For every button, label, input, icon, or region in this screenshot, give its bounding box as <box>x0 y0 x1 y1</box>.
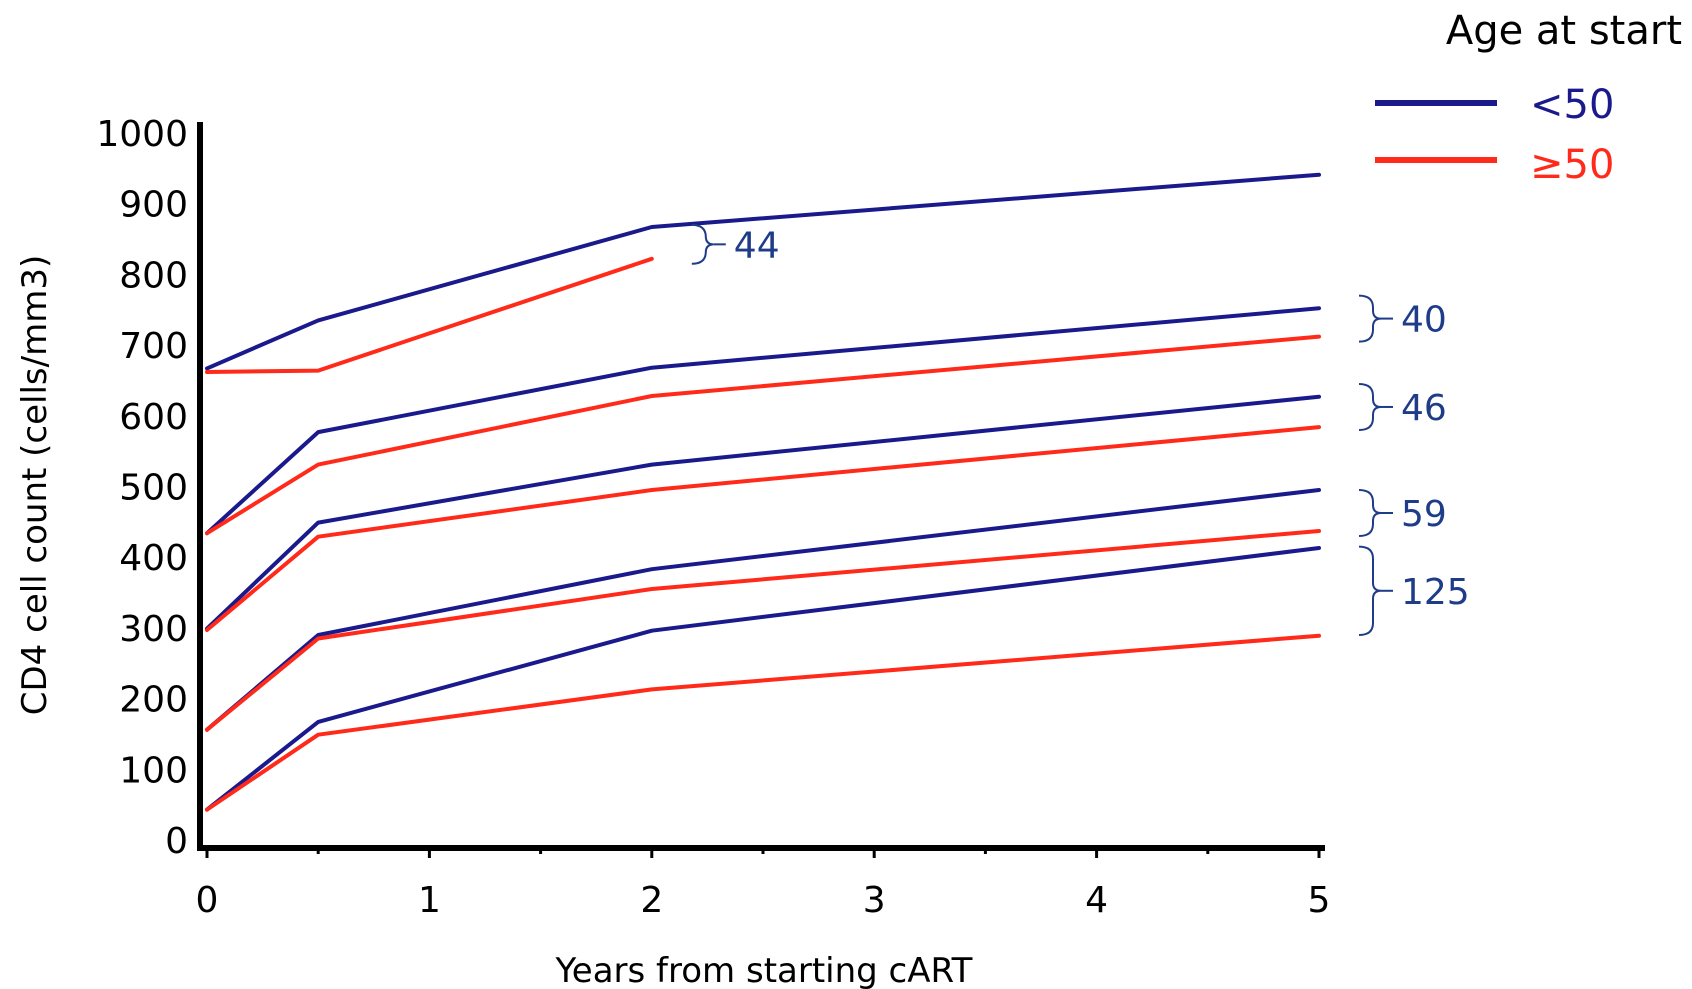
x-tick-label: 4 <box>1085 880 1108 921</box>
legend: Age at start <50 ≥50 <box>1375 8 1682 188</box>
series-layer <box>205 172 1321 812</box>
bracket-icon <box>691 223 714 265</box>
series-line-50-plus <box>205 334 1321 536</box>
difference-label: 46 <box>1401 388 1447 429</box>
bracket-icon <box>1358 545 1382 636</box>
y-tick-label: 100 <box>119 750 188 791</box>
y-tick-label: 200 <box>119 680 188 721</box>
y-tick-label: 600 <box>119 397 188 438</box>
bracket-icon <box>1358 294 1382 343</box>
legend-label-50-plus: ≥50 <box>1530 142 1614 188</box>
y-tick-label: 400 <box>119 538 188 579</box>
difference-label: 44 <box>734 225 780 266</box>
y-tick-label: 800 <box>119 255 188 296</box>
y-tick-label: 300 <box>119 609 188 650</box>
difference-label: 40 <box>1401 300 1447 341</box>
bracket-icon <box>1358 489 1382 537</box>
x-tick-label: 3 <box>863 880 886 921</box>
x-tick-label: 5 <box>1308 880 1331 921</box>
series-line-under-50 <box>205 394 1321 631</box>
x-axis-title: Years from starting cART <box>555 951 973 989</box>
x-tick-label: 2 <box>640 880 663 921</box>
legend-label-under-50: <50 <box>1530 82 1614 128</box>
y-tick-label: 0 <box>165 821 188 862</box>
y-tick-label: 700 <box>119 326 188 367</box>
difference-label: 125 <box>1401 572 1470 613</box>
series-line-under-50 <box>205 172 1321 371</box>
legend-title: Age at start <box>1446 8 1682 54</box>
y-axis-title: CD4 cell count (cells/mm3) <box>15 255 55 715</box>
y-tick-label: 1000 <box>96 114 188 155</box>
series-line-50-plus <box>205 425 1321 632</box>
series-line-under-50 <box>205 488 1321 732</box>
x-tick-label: 1 <box>418 880 441 921</box>
series-line-under-50 <box>205 546 1321 812</box>
x-tick-label: 0 <box>196 880 219 921</box>
y-tick-label: 900 <box>119 185 188 226</box>
bracket-icon <box>1358 382 1382 431</box>
series-line-50-plus <box>205 633 1321 812</box>
difference-label: 59 <box>1401 494 1447 535</box>
series-line-under-50 <box>205 306 1321 536</box>
series-line-50-plus <box>205 256 654 374</box>
axis-ticks: 0 100 200 300 400 500 600 700 800 900 1000 0 1 2 3 4 5 <box>96 114 1330 921</box>
y-tick-label: 500 <box>119 468 188 509</box>
series-line-50-plus <box>205 529 1321 732</box>
annotations: 44 40 46 59 125 <box>691 223 1470 636</box>
